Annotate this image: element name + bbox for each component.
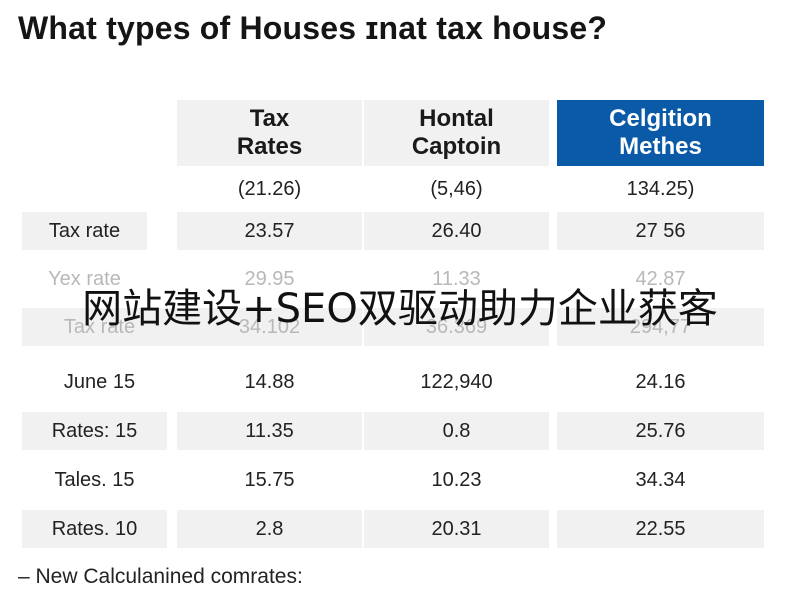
row-label: June 15 [63,370,136,393]
subheader-cell: (21.26) [237,177,302,200]
table-row: Tales. 15 15.75 10.23 34.34 [22,461,764,499]
table-cell: 34.102 [177,308,362,346]
row-label: Tax rate [22,212,147,250]
row-label: Yex rate [48,267,121,290]
table-cell: 14.88 [244,370,295,393]
column-header-hontal-captoin: Hontal Captoin [364,100,549,166]
table-cell: 34.34 [635,468,686,491]
table-cell: 29.95 [244,267,295,290]
table-cell: 2.8 [177,510,362,548]
table-cell: 294,77 [557,308,764,346]
row-label: Rates: 15 [22,412,167,450]
table-row: Rates: 15 11.35 0.8 25.76 [22,412,764,450]
table-cell: 11.33 [432,267,481,290]
row-label: Tales. 15 [54,468,135,491]
data-table: Tax Rates Hontal Captoin Celgition Methe… [22,100,764,565]
column-header-tax-rates: Tax Rates [177,100,362,166]
row-label: Rates. 10 [22,510,167,548]
table-subheader-row: (21.26) (5,46) 134.25) [22,170,764,208]
table-row: Rates. 10 2.8 20.31 22.55 [22,510,764,548]
table-cell: 11.35 [177,412,362,450]
table-row: Tax rate 23.57 26.40 27 56 [22,212,764,250]
page-title: What types of Houses ɪnat tax house? [18,10,608,46]
table-row: June 15 14.88 122,940 24.16 [22,363,764,401]
table-row: Yex rate 29.95 11.33 42.87 [22,260,764,298]
table-cell: 26.40 [364,212,549,250]
table-cell: 25.76 [557,412,764,450]
table-cell: 15.75 [244,468,295,491]
table-cell: 27 56 [557,212,764,250]
watermark-banner: 网站建设+SEO双驱动助力企业获客 [82,286,718,332]
table-cell: 20.31 [364,510,549,548]
table-cell: 0.8 [364,412,549,450]
footnote: – New Calculanined comrates: [18,565,303,588]
table-cell: 24.16 [635,370,686,393]
table-cell: 22.55 [557,510,764,548]
table-row: Tax rate 34.102 36.369 294,77 [22,308,764,346]
table-cell: 42.87 [635,267,686,290]
subheader-cell: (5,46) [430,177,483,200]
subheader-cell: 134.25) [626,177,695,200]
row-label: Tax rate [22,308,177,346]
table-cell: 10.23 [431,468,482,491]
table-cell: 36.369 [364,308,549,346]
column-header-celgition-methes: Celgition Methes [557,100,764,166]
table-cell: 23.57 [177,212,362,250]
table-cell: 122,940 [420,370,493,393]
